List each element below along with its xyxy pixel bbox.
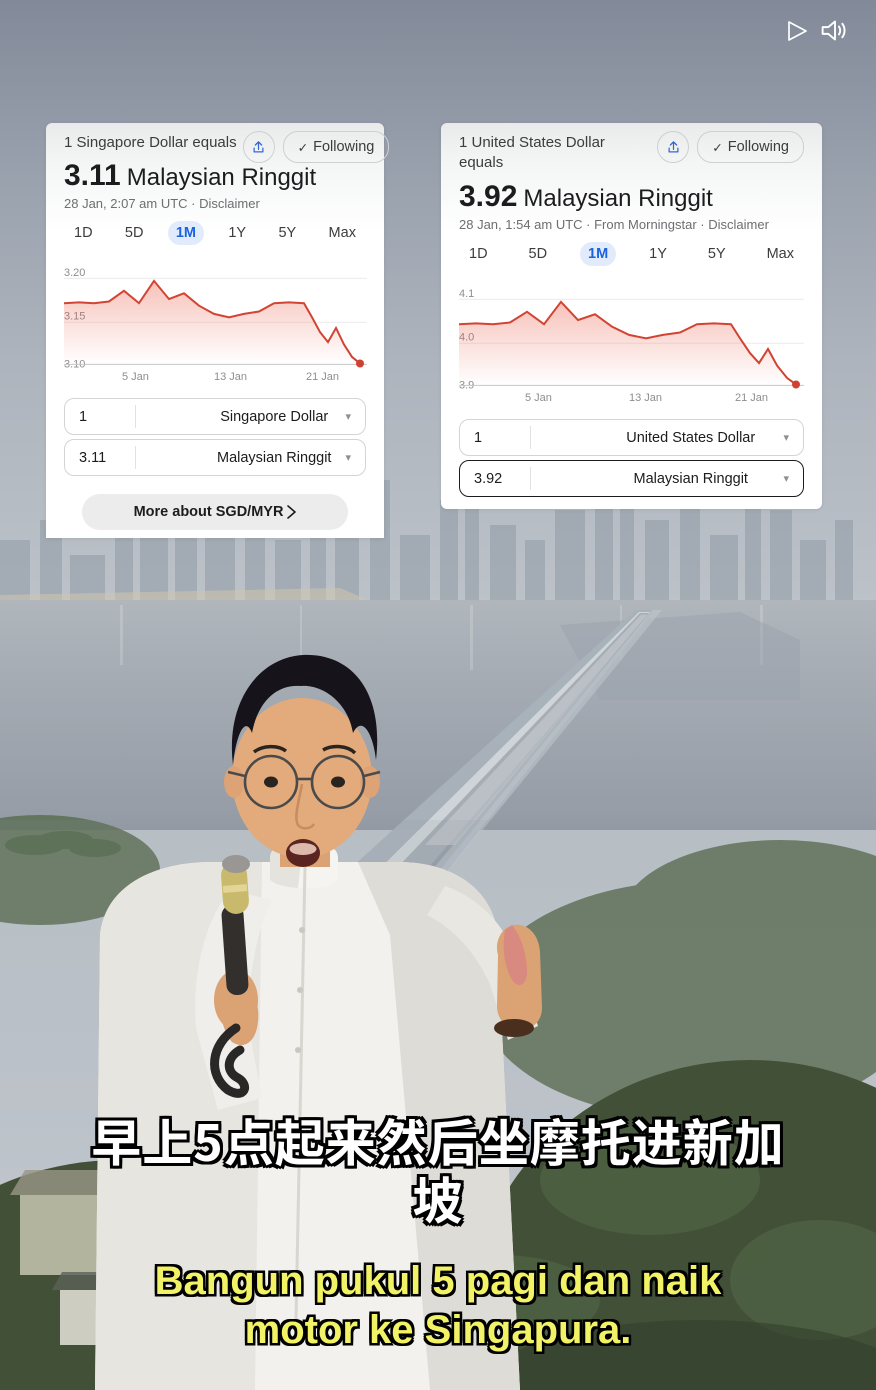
svg-text:13 Jan: 13 Jan	[214, 371, 247, 383]
svg-text:21 Jan: 21 Jan	[306, 371, 339, 383]
svg-text:21 Jan: 21 Jan	[735, 392, 768, 404]
svg-text:3.20: 3.20	[64, 267, 85, 279]
svg-text:5 Jan: 5 Jan	[122, 371, 149, 383]
svg-text:5 Jan: 5 Jan	[525, 392, 552, 404]
svg-text:13 Jan: 13 Jan	[629, 392, 662, 404]
svg-text:4.1: 4.1	[459, 288, 474, 300]
